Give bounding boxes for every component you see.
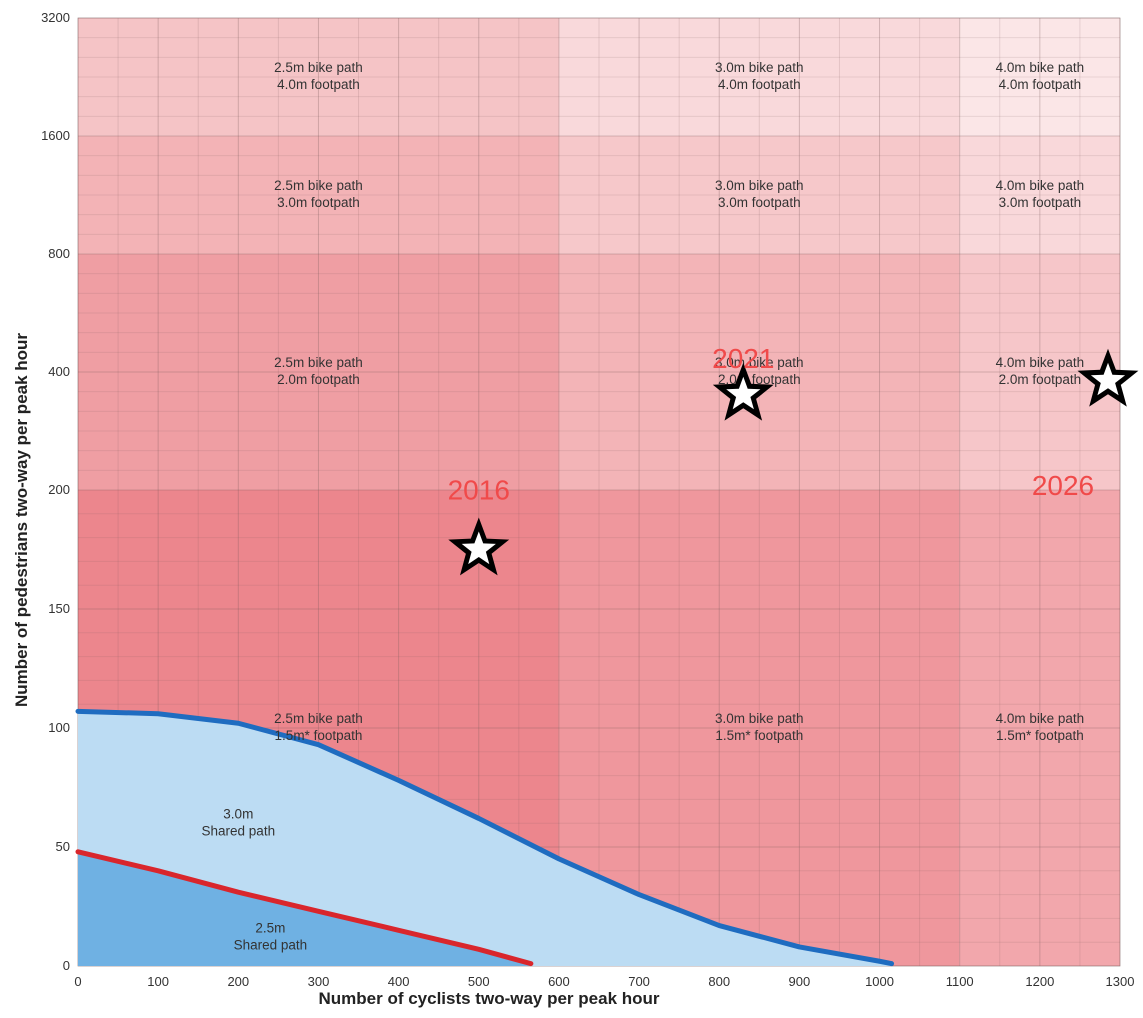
zone-labels-layer: 2.5m bike path 4.0m footpath 3.0m bike pat… [274, 60, 1084, 743]
y-tick-label: 150 [48, 601, 70, 616]
year-label-2026: 2026 [1032, 470, 1094, 501]
shared-zone-label-0: 3.0m Shared path [202, 806, 276, 838]
y-tick-label: 100 [48, 720, 70, 735]
zone-rect-2 [959, 18, 1120, 136]
shared-zone-boundary-1 [75, 849, 534, 967]
zone-rect-11 [959, 490, 1120, 966]
x-tick-label: 600 [548, 974, 570, 989]
shared-zone-boundary-0 [75, 708, 895, 967]
x-tick-label: 200 [227, 974, 249, 989]
x-axis-title: Number of cyclists two-way per peak hour [318, 989, 659, 1008]
zone-label-11: 4.0m bike path 1.5m* footpath [996, 711, 1085, 743]
x-tick-label: 1200 [1025, 974, 1054, 989]
zone-label-9: 2.5m bike path 1.5m* footpath [274, 711, 363, 743]
zone-label-3: 2.5m bike path 3.0m footpath [274, 178, 363, 210]
zone-label-10: 3.0m bike path 1.5m* footpath [715, 711, 804, 743]
x-tick-label: 1300 [1106, 974, 1135, 989]
y-tick-label: 200 [48, 482, 70, 497]
shared-zones-layer: 3.0m Shared path 2.5m Shared path [75, 708, 895, 967]
y-tick-label: 3200 [41, 10, 70, 25]
y-tick-label: 0 [63, 958, 70, 973]
x-tick-label: 700 [628, 974, 650, 989]
x-tick-label: 100 [147, 974, 169, 989]
zone-label-4: 3.0m bike path 3.0m footpath [715, 178, 804, 210]
zone-label-6: 2.5m bike path 2.0m footpath [274, 355, 363, 387]
x-tick-label: 800 [708, 974, 730, 989]
x-tick-label: 900 [789, 974, 811, 989]
ticks-layer: 0 100 200 300 400 500 600 700 800 900 1000 1100 1200… [41, 10, 1134, 989]
shared-zone-label-1: 2.5m Shared path [234, 921, 308, 953]
annotations-layer: 2016 2021 2026 [448, 343, 1139, 576]
y-tick-label: 50 [56, 839, 70, 854]
zone-rect-7 [558, 254, 960, 490]
year-label-2016: 2016 [448, 475, 510, 506]
star-marker-inner-2026 [1090, 362, 1126, 396]
y-tick-label: 800 [48, 246, 70, 261]
zone-label-8: 4.0m bike path 2.0m footpath [996, 355, 1085, 387]
zone-label-5: 4.0m bike path 3.0m footpath [996, 178, 1085, 210]
x-tick-label: 500 [468, 974, 490, 989]
y-tick-label: 1600 [41, 128, 70, 143]
x-tick-label: 300 [308, 974, 330, 989]
zone-rect-6 [78, 254, 559, 490]
zone-rect-3 [78, 136, 559, 254]
zone-rect-5 [959, 136, 1120, 254]
y-tick-label: 400 [48, 364, 70, 379]
star-marker-inner-2021 [726, 376, 761, 410]
x-tick-label: 400 [388, 974, 410, 989]
x-tick-label: 1000 [865, 974, 894, 989]
zone-label-1: 3.0m bike path 4.0m footpath [715, 60, 804, 92]
x-tick-label: 0 [74, 974, 81, 989]
zone-rect-4 [558, 136, 960, 254]
y-axis-title: Number of pedestrians two-way per peak h… [12, 333, 31, 707]
zone-label-0: 2.5m bike path 4.0m footpath [274, 60, 363, 92]
zone-rect-1 [558, 18, 960, 136]
zone-label-2: 4.0m bike path 4.0m footpath [996, 60, 1085, 92]
zone-rect-0 [78, 18, 559, 136]
year-label-2021: 2021 [712, 343, 774, 374]
star-marker-inner-2016 [461, 531, 496, 565]
x-tick-label: 1100 [946, 974, 974, 989]
